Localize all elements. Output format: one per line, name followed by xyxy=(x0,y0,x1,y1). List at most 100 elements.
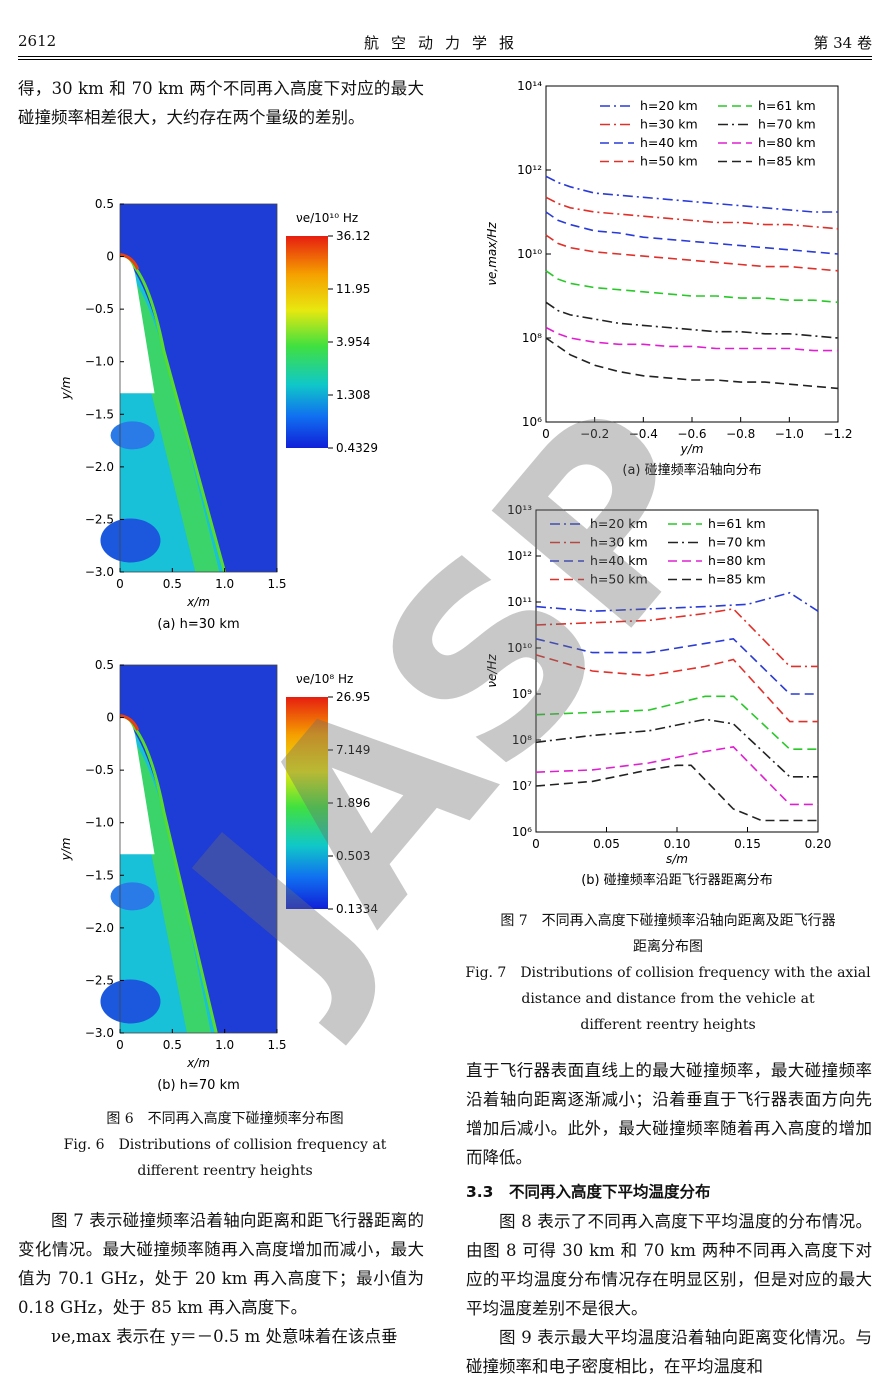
wake-region xyxy=(100,518,161,563)
y-axis-label: νe,max/Hz xyxy=(485,222,499,286)
shock-band xyxy=(125,728,212,1033)
legend-label: h=85 km xyxy=(758,154,816,169)
fig6-caption-cn: 图 6 不同再入高度下碰撞频率分布图 xyxy=(106,1111,344,1127)
right-text: 直于飞行器表面直线上的最大碰撞频率，最大碰撞频率沿着轴向距离逐渐减小；沿着垂直于… xyxy=(466,1056,872,1381)
legend-label: h=80 km xyxy=(708,553,766,568)
colorbar-tick-label: 1.896 xyxy=(336,796,370,810)
legend-label: h=20 km xyxy=(590,516,648,531)
y-tick-label: 10¹⁰ xyxy=(507,641,532,655)
x-tick-label: 0 xyxy=(532,837,540,851)
nose-hot-zone xyxy=(119,252,140,270)
volume-label: 第 34 卷 xyxy=(813,34,872,52)
y-tick-label: −0.5 xyxy=(85,763,114,777)
x-tick-label: 0 xyxy=(116,1038,124,1052)
page-number: 2612 xyxy=(18,32,57,50)
y-tick-label: 10¹² xyxy=(507,549,532,563)
x-tick-label: 0.20 xyxy=(805,837,832,851)
x-tick-label: −0.4 xyxy=(629,427,658,441)
y-tick-label: 10¹⁰ xyxy=(517,247,542,261)
y-tick-label: 0 xyxy=(106,250,114,264)
fig6-caption: 图 6 不同再入高度下碰撞频率分布图 Fig. 6 Distributions … xyxy=(40,1106,410,1184)
colorbar-title: νe/10⁸ Hz xyxy=(296,672,353,686)
colorbar-tick-label: 11.95 xyxy=(336,282,370,296)
x-tick-label: 0.15 xyxy=(734,837,761,851)
fig7-caption-en3: different reentry heights xyxy=(580,1017,756,1033)
colorbar-tick-label: 1.308 xyxy=(336,388,370,402)
series-line xyxy=(535,591,819,613)
wake-region xyxy=(110,882,155,911)
fig7-caption-cn1: 图 7 不同再入高度下碰撞频率沿轴向距离及距飞行器 xyxy=(500,913,836,929)
legend-label: h=70 km xyxy=(758,117,816,132)
x-tick-label: −0.8 xyxy=(726,427,755,441)
x-axis-label: x/m xyxy=(186,595,210,609)
y-tick-label: 10¹¹ xyxy=(507,595,532,609)
series-line xyxy=(545,196,839,230)
left-text-bottom: 图 7 表示碰撞频率沿着轴向距离和距飞行器距离的变化情况。最大碰撞频率随再入高度… xyxy=(18,1206,424,1351)
header-rule xyxy=(18,56,872,57)
vehicle-body xyxy=(120,717,155,855)
paragraph: νe,max 表示在 y＝－0.5 m 处意味着在该点垂 xyxy=(51,1327,398,1346)
legend-label: h=70 km xyxy=(708,535,766,550)
y-tick-label: 10⁸ xyxy=(512,733,532,747)
contour-panel-a: 0.50−0.5−1.0−1.5−2.0−2.5−3.00 0.5 1.0 1.5x/… xyxy=(59,197,378,632)
series-line xyxy=(535,654,818,723)
series-line xyxy=(535,764,818,822)
x-tick-label: 0.5 xyxy=(163,1038,182,1052)
y-tick-label: −0.5 xyxy=(85,302,114,316)
legend-label: h=85 km xyxy=(708,572,766,587)
plot-frame xyxy=(119,664,278,1034)
paragraph: 图 9 表示最大平均温度沿着轴向距离变化情况。与碰撞频率和电子密度相比，在平均温… xyxy=(466,1328,872,1376)
y-tick-label: 10¹² xyxy=(517,163,542,177)
journal-title: 航空动力学报 xyxy=(363,34,526,52)
x-axis-label: x/m xyxy=(186,1056,210,1070)
legend-label: h=80 km xyxy=(758,135,816,150)
colorbar-tick-label: 7.149 xyxy=(336,743,370,757)
y-tick-label: −2.5 xyxy=(85,512,114,526)
legend-label: h=40 km xyxy=(590,553,648,568)
contour-panel-b: 0.50−0.5−1.0−1.5−2.0−2.5−3.00 0.5 1.0 1.5x/… xyxy=(59,658,378,1093)
x-tick-label: 0.5 xyxy=(163,577,182,591)
y-tick-label: −1.0 xyxy=(85,355,114,369)
x-tick-label: 1.0 xyxy=(215,1038,234,1052)
y-axis-label: νe/Hz xyxy=(485,654,499,688)
series-line xyxy=(545,234,839,272)
x-tick-label: 1.0 xyxy=(215,577,234,591)
fig7-caption-cn2: 距离分布图 xyxy=(633,939,703,955)
y-tick-label: 0.5 xyxy=(95,197,114,211)
x-tick-label: 1.5 xyxy=(267,577,286,591)
series-line xyxy=(535,695,818,750)
y-tick-label: −2.5 xyxy=(85,973,114,987)
figure-7a-chart: 10⁶ 10⁸ 10¹⁰ 10¹² 10¹⁴ 0 −0.2 −0.4 −0.6 −0.8 −1.0 −… xyxy=(485,79,853,478)
subfigure-caption: (a) 碰撞频率沿轴向分布 xyxy=(622,462,761,478)
y-axis-label: y/m xyxy=(59,838,73,862)
x-tick-label: −0.2 xyxy=(580,427,609,441)
colorbar-tick-label: 36.12 xyxy=(336,229,370,243)
nose-hot-zone xyxy=(119,713,140,731)
section-heading: 3.3 不同再入高度下平均温度分布 xyxy=(466,1183,711,1201)
legend-label: h=30 km xyxy=(590,535,648,550)
colorbar xyxy=(286,697,328,909)
series-line xyxy=(545,326,838,352)
vehicle-body xyxy=(120,256,155,394)
x-tick-label: −0.6 xyxy=(677,427,706,441)
subfigure-caption: (a) h=30 km xyxy=(157,617,239,632)
paragraph: 直于飞行器表面直线上的最大碰撞频率，最大碰撞频率沿着轴向距离逐渐减小；沿着垂直于… xyxy=(466,1061,872,1167)
paragraph: 图 8 表示了不同再入高度下平均温度的分布情况。由图 8 可得 30 km 和 … xyxy=(466,1212,872,1318)
y-tick-label: 10¹⁴ xyxy=(517,79,542,93)
running-header: 2612 航空动力学报 第 34 卷 xyxy=(18,26,872,56)
x-tick-label: 0.05 xyxy=(593,837,620,851)
wake-region xyxy=(110,421,155,450)
colorbar-tick-label: 3.954 xyxy=(336,335,370,349)
y-tick-label: 0.5 xyxy=(95,658,114,672)
y-tick-label: −1.0 xyxy=(85,816,114,830)
x-tick-label: 1.5 xyxy=(267,1038,286,1052)
y-tick-label: 10⁹ xyxy=(512,687,532,701)
y-tick-label: −1.5 xyxy=(85,868,114,882)
subfigure-caption: (b) h=70 km xyxy=(157,1078,240,1093)
y-tick-label: −1.5 xyxy=(85,407,114,421)
legend-label: h=50 km xyxy=(640,154,698,169)
series-line xyxy=(535,608,818,668)
legend-label: h=61 km xyxy=(758,98,816,113)
y-tick-label: −2.0 xyxy=(85,460,114,474)
fig7-caption-en2: distance and distance from the vehicle a… xyxy=(521,991,815,1007)
